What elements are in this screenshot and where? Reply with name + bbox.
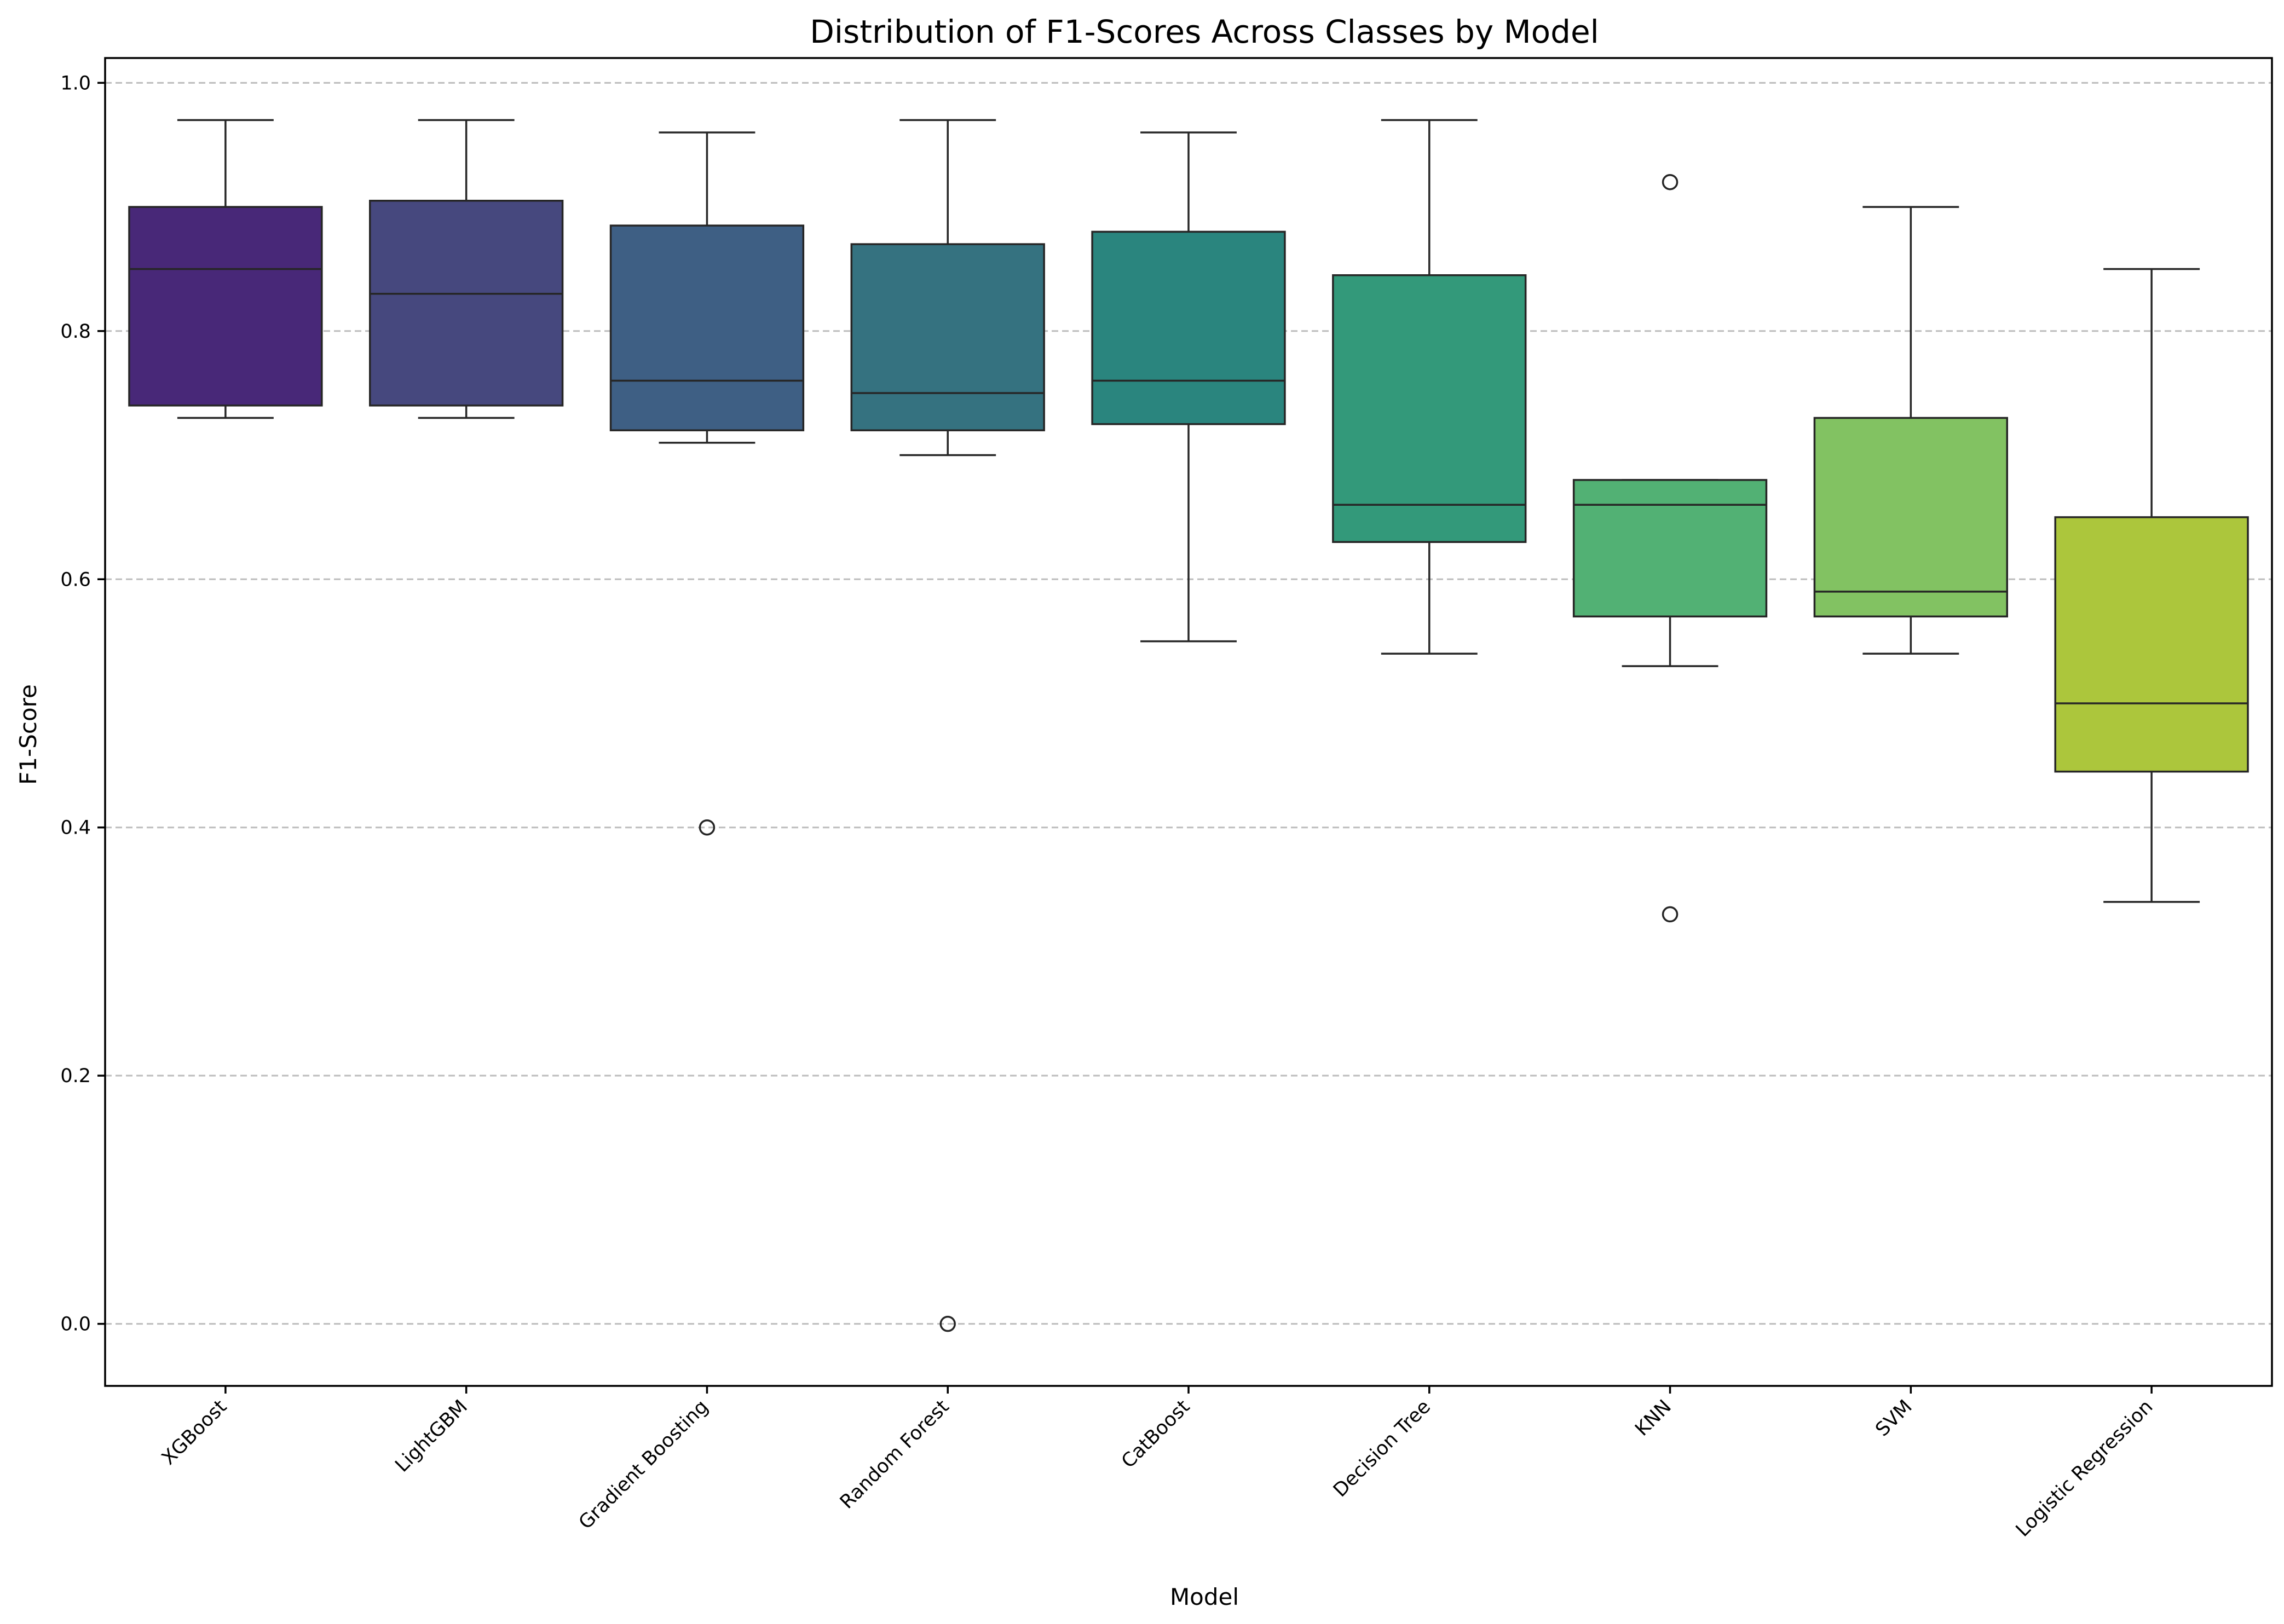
y-tick-label: 0.6 xyxy=(60,569,91,591)
iqr-box xyxy=(1091,230,1286,425)
outlier-point xyxy=(699,819,716,836)
x-axis-label: Model xyxy=(1170,1583,1239,1610)
y-tick-label: 0.8 xyxy=(60,321,91,343)
boxes xyxy=(128,119,2249,1332)
box-group xyxy=(1813,206,2008,655)
box-group xyxy=(1091,131,1286,643)
y-tick-label: 0.2 xyxy=(60,1065,91,1087)
y-tick-label: 0.4 xyxy=(60,817,91,839)
y-tick-label: 1.0 xyxy=(60,72,91,94)
iqr-box xyxy=(1813,417,2008,618)
box-group xyxy=(850,119,1045,1332)
iqr-box xyxy=(609,224,805,431)
box-group xyxy=(128,119,323,419)
outlier-point xyxy=(1662,174,1679,190)
iqr-box xyxy=(850,243,1045,431)
box-group xyxy=(1572,174,1768,923)
iqr-box xyxy=(128,206,323,407)
y-tick-label: 0.0 xyxy=(60,1314,91,1336)
iqr-box xyxy=(1332,274,1527,543)
iqr-box xyxy=(369,199,564,407)
chart-title: Distribution of F1-Scores Across Classes… xyxy=(810,13,1599,50)
box-group xyxy=(2054,268,2249,903)
iqr-box xyxy=(2054,516,2249,773)
outlier-point xyxy=(939,1315,956,1332)
box-group xyxy=(609,131,805,836)
box-group xyxy=(369,119,564,419)
y-axis-label: F1-Score xyxy=(15,684,42,785)
iqr-box xyxy=(1572,479,1768,618)
box-group xyxy=(1332,119,1527,655)
outlier-point xyxy=(1662,906,1679,923)
